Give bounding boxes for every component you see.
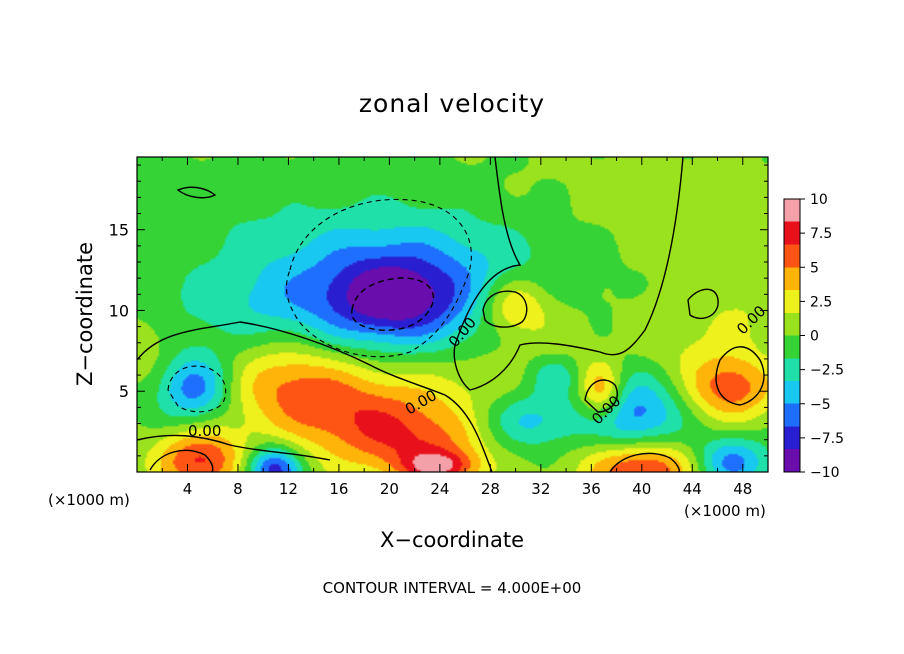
- contour-pos-blob: [482, 290, 528, 328]
- x-tick-label: 20: [380, 480, 399, 498]
- y-tick-label: 15: [109, 221, 129, 240]
- x-tick-label: 24: [430, 480, 449, 498]
- plot-frame: [136, 156, 769, 473]
- contour-blob-5: [176, 186, 217, 199]
- x-tick-label: 40: [632, 480, 651, 498]
- colorbar-ticks: 10 7.5 5 2.5 0 −2.5 −5 −7.5 −10: [800, 192, 844, 481]
- x-tick-label: 44: [683, 480, 702, 498]
- colorbar-tick-label: −2.5: [810, 363, 844, 379]
- contour-blob-1: [149, 449, 214, 472]
- colorbar-tick-label: −7.5: [810, 431, 844, 447]
- x-unit-right: (×1000 m): [684, 502, 766, 520]
- contour-zero-lower: [137, 321, 493, 472]
- colorbar-tick-label: 7.5: [810, 226, 832, 242]
- contour-neg-inner: [351, 277, 435, 331]
- x-tick-label: 8: [233, 480, 243, 498]
- chart-title: zonal velocity: [359, 89, 545, 118]
- x-tick-label: 32: [531, 480, 550, 498]
- contour-blob-2: [609, 452, 680, 472]
- colorbar-tick-label: 2.5: [810, 294, 832, 310]
- colorbar-gradient: [784, 199, 800, 472]
- contour-neg-blob-left: [167, 365, 227, 413]
- contour-zero-upper: [453, 157, 684, 391]
- contour-label: 0.00: [188, 422, 221, 440]
- contour-blob-3: [584, 379, 618, 413]
- contour-zero-left: [137, 434, 331, 461]
- colorbar-tick-label: 10: [810, 192, 828, 208]
- y-axis-ticks: 5 10 15: [109, 164, 768, 457]
- y-tick-label: 10: [109, 301, 129, 320]
- x-unit-left: (×1000 m): [48, 491, 130, 509]
- colorbar-tick-label: 5: [810, 260, 819, 276]
- x-tick-label: 48: [733, 480, 752, 498]
- contour-blob-6: [715, 346, 765, 406]
- contour-interval-footer: CONTOUR INTERVAL = 4.000E+00: [323, 579, 582, 597]
- y-tick-label: 5: [119, 382, 129, 401]
- heatmap-field: 0.00 0.00 0.00 0.00 0.00: [137, 157, 768, 472]
- x-tick-label: 12: [279, 480, 298, 498]
- contour-lines: [137, 157, 765, 472]
- x-tick-label: 4: [183, 480, 193, 498]
- contour-blob-4: [687, 288, 719, 320]
- heatmap-image: [137, 157, 768, 472]
- colorbar-tick-label: −10: [810, 465, 840, 481]
- x-tick-label: 16: [329, 480, 348, 498]
- x-axis-label: X−coordinate: [380, 528, 524, 552]
- x-tick-label: 28: [481, 480, 500, 498]
- y-axis-label: Z−coordinate: [73, 242, 97, 386]
- colorbar: 10 7.5 5 2.5 0 −2.5 −5 −7.5 −10: [783, 192, 844, 481]
- x-axis-ticks: 4 8 12 16 20 24 28 32 36 40 44 48: [161, 157, 752, 498]
- contour-neg-dashed: [285, 198, 472, 358]
- x-tick-label: 36: [582, 480, 601, 498]
- colorbar-tick-label: −5: [810, 397, 831, 413]
- colorbar-tick-label: 0: [810, 329, 819, 345]
